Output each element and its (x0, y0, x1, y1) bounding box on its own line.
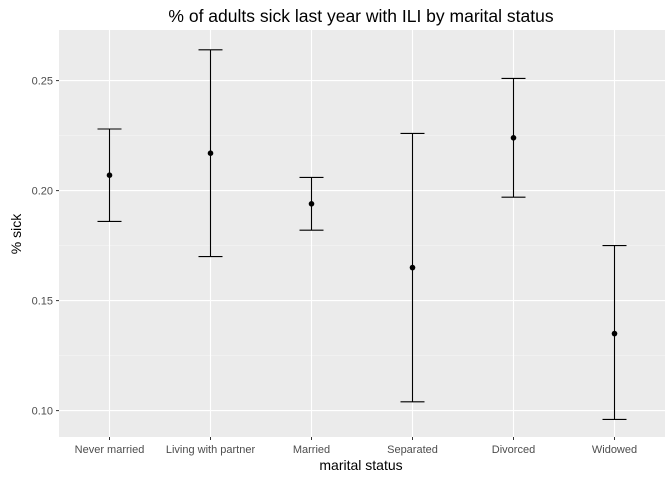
x-axis-ticks: Never married Living with partner Married S… (75, 437, 637, 456)
x-tick-label: Widowed (592, 444, 637, 456)
y-tick-label: 0.20 (32, 186, 53, 198)
plot-panel (59, 30, 665, 437)
data-point (510, 135, 517, 141)
data-point (207, 150, 214, 156)
data-points (106, 135, 618, 337)
data-point (409, 264, 416, 271)
x-tick-label: Married (293, 444, 330, 456)
chart-title: % of adults sick last year with ILI by m… (168, 6, 553, 26)
data-point (308, 201, 315, 207)
y-axis-ticks: 0.10 0.15 0.20 0.25 (32, 76, 59, 418)
x-tick-label: Separated (387, 444, 438, 456)
x-axis-title: marital status (319, 457, 402, 473)
x-tick-label: Divorced (492, 444, 535, 456)
data-point (106, 172, 113, 178)
data-point (611, 330, 618, 337)
y-tick-label: 0.25 (32, 76, 53, 88)
x-tick-label: Never married (75, 444, 145, 456)
x-tick-label: Living with partner (166, 444, 256, 456)
y-tick-label: 0.15 (32, 296, 53, 308)
y-axis-title: % sick (8, 213, 24, 254)
y-tick-label: 0.10 (32, 406, 53, 418)
